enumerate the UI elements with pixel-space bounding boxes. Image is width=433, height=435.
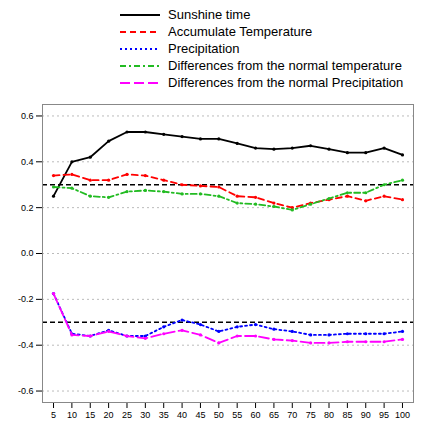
svg-text:55: 55 [232,410,242,420]
svg-text:20: 20 [104,410,114,420]
svg-text:85: 85 [342,410,352,420]
svg-text:45: 45 [195,410,205,420]
svg-text:25: 25 [122,410,132,420]
svg-text:-0.2: -0.2 [18,294,34,304]
svg-text:90: 90 [361,410,371,420]
svg-text:0.6: 0.6 [21,111,34,121]
svg-text:-0.4: -0.4 [18,340,34,350]
svg-text:10: 10 [67,410,77,420]
svg-text:5: 5 [51,410,56,420]
svg-text:0.2: 0.2 [21,203,34,213]
svg-text:75: 75 [306,410,316,420]
html-text:Accumulate Temperature: Accumulate Temperature [168,24,313,39]
html-text:Sunshine time: Sunshine time [168,7,251,22]
svg-text:0.4: 0.4 [21,157,34,167]
svg-text:100: 100 [395,410,410,420]
svg-text:95: 95 [379,410,389,420]
svg-text:50: 50 [214,410,224,420]
html-text:Differences from the normal te: Differences from the normal temperature [168,58,402,73]
svg-text:-0.6: -0.6 [18,386,34,396]
svg-text:60: 60 [251,410,261,420]
svg-text:40: 40 [177,410,187,420]
svg-text:30: 30 [140,410,150,420]
html-text:Precipitation: Precipitation [168,41,240,56]
svg-text:0.0: 0.0 [21,248,34,258]
svg-text:15: 15 [85,410,95,420]
svg-text:70: 70 [287,410,297,420]
svg-text:65: 65 [269,410,279,420]
svg-text:35: 35 [159,410,169,420]
html-text:Differences from the normal Pr: Differences from the normal Precipitatio… [168,75,404,90]
svg-text:80: 80 [324,410,334,420]
